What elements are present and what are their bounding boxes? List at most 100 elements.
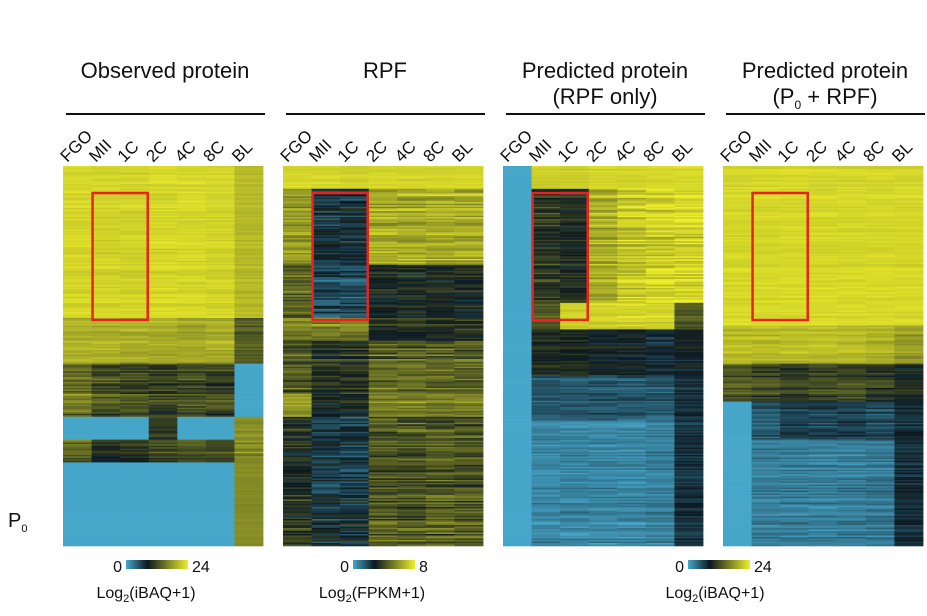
predicted-rpf-only-cell-4c: [617, 295, 647, 298]
observed-cell-1c: [120, 268, 150, 271]
observed-cell-2c: [148, 187, 178, 189]
rpf-cell-4c: [397, 299, 427, 302]
observed-cell-2c: [148, 416, 178, 419]
rpf-cell-8c: [425, 226, 455, 228]
predicted-rpf-only-cell-mii: [531, 423, 561, 426]
predicted-rpf-only-cell-8c: [645, 437, 675, 439]
rpf-cell-8c: [425, 349, 455, 352]
observed-cell-2c: [148, 166, 178, 168]
observed-cell-8c: [205, 418, 235, 421]
rpf-cell-2c: [368, 390, 398, 393]
rpf-cell-fgo: [283, 406, 312, 408]
observed-cell-fgo: [63, 404, 92, 407]
observed-cell-mii: [91, 182, 121, 185]
rpf-cell-2c: [368, 289, 398, 291]
rpf-cell-8c: [425, 439, 455, 442]
predicted-rpf-only-cell-bl: [674, 185, 704, 188]
predicted-rpf-only-cell-bl: [674, 397, 704, 400]
observed-cell-8c: [205, 421, 235, 424]
predicted-rpf-only-cell-fgo: [503, 353, 532, 356]
rpf-cell-fgo: [283, 196, 312, 199]
rpf-cell-1c: [340, 384, 370, 387]
observed-cell-fgo: [63, 520, 92, 523]
predicted-rpf-only-cell-4c: [617, 235, 647, 238]
predicted-rpf-only-cell-8c: [645, 450, 675, 453]
predicted-rpf-only-cell-4c: [617, 462, 647, 465]
observed-cell-fgo: [63, 474, 92, 477]
rpf-cell-1c: [340, 544, 370, 547]
observed-cell-1c: [120, 357, 150, 360]
rpf-cell-mii: [311, 511, 341, 514]
predicted-rpf-only-cell-bl: [674, 337, 704, 339]
observed-cell-8c: [205, 299, 235, 302]
observed-cell-8c: [205, 241, 235, 244]
observed-cell-bl: [234, 200, 264, 203]
predicted-rpf-only-cell-fgo: [503, 450, 532, 453]
rpf-cell-8c: [425, 415, 455, 418]
rpf-cell-2c: [368, 434, 398, 437]
rpf-cell-bl: [454, 454, 484, 457]
rpf-cell-4c: [397, 214, 427, 216]
predicted-rpf-only-cell-1c: [560, 438, 590, 441]
rpf-cell-1c: [340, 233, 370, 236]
observed-cell-4c: [177, 404, 207, 407]
predicted-rpf-only-cell-bl: [674, 242, 704, 245]
observed-cell-mii: [91, 202, 121, 204]
rpf-cell-4c: [397, 478, 427, 481]
predicted-rpf-only-cell-mii: [531, 324, 561, 327]
predicted-rpf-only-cell-2c: [588, 211, 618, 214]
observed-cell-1c: [120, 187, 150, 189]
rpf-cell-4c: [397, 302, 427, 305]
observed-cell-8c: [205, 425, 235, 428]
rpf-cell-fgo: [283, 422, 312, 425]
observed-cell-fgo: [63, 296, 92, 299]
predicted-rpf-only-cell-8c: [645, 310, 675, 312]
rpf-cell-4c: [397, 535, 427, 538]
observed-cell-mii: [91, 480, 121, 483]
predicted-rpf-only-cell-mii: [531, 365, 561, 368]
observed-cell-bl: [234, 269, 264, 272]
observed-cell-2c: [148, 368, 178, 370]
observed-cell-fgo: [63, 513, 92, 515]
observed-cell-bl: [234, 253, 264, 256]
observed-cell-fgo: [63, 295, 92, 298]
rpf-cell-1c: [340, 401, 370, 404]
rpf-cell-fgo: [283, 266, 312, 269]
observed-cell-4c: [177, 262, 207, 265]
observed-cell-fgo: [63, 392, 92, 395]
rpf-cell-4c: [397, 494, 427, 497]
observed-cell-bl: [234, 321, 264, 323]
observed-cell-2c: [148, 459, 178, 462]
predicted-rpf-only-cell-fgo: [503, 247, 532, 250]
predicted-rpf-only-cell-fgo: [503, 277, 532, 280]
predicted-rpf-only-cell-fgo: [503, 341, 532, 344]
rpf-cell-8c: [425, 363, 455, 366]
rpf-cell-2c: [368, 494, 398, 497]
observed-cell-bl: [234, 263, 264, 266]
observed-cell-fgo: [63, 244, 92, 247]
observed-cell-fgo: [63, 356, 92, 358]
rpf-cell-1c: [340, 173, 370, 176]
predicted-rpf-only-cell-2c: [588, 250, 618, 253]
observed-cell-4c: [177, 477, 207, 480]
rpf-cell-bl: [454, 523, 484, 526]
predicted-rpf-only-cell-8c: [645, 299, 675, 302]
rpf-cell-8c: [425, 308, 455, 311]
predicted-rpf-only-cell-1c: [560, 390, 590, 393]
rpf-cell-8c: [425, 517, 455, 520]
observed-cell-fgo: [63, 178, 92, 180]
observed-cell-1c: [120, 487, 150, 490]
rpf-cell-8c: [425, 251, 455, 254]
rpf-cell-fgo: [283, 346, 312, 349]
observed-cell-bl: [234, 260, 264, 263]
observed-cell-bl: [234, 322, 264, 325]
observed-cell-8c: [205, 304, 235, 307]
observed-cell-8c: [205, 170, 235, 173]
observed-cell-8c: [205, 262, 235, 265]
rpf-cell-1c: [340, 255, 370, 258]
observed-cell-2c: [148, 185, 178, 188]
observed-cell-2c: [148, 215, 178, 218]
predicted-rpf-only-cell-2c: [588, 326, 618, 329]
rpf-cell-1c: [340, 422, 370, 425]
observed-cell-4c: [177, 453, 207, 456]
